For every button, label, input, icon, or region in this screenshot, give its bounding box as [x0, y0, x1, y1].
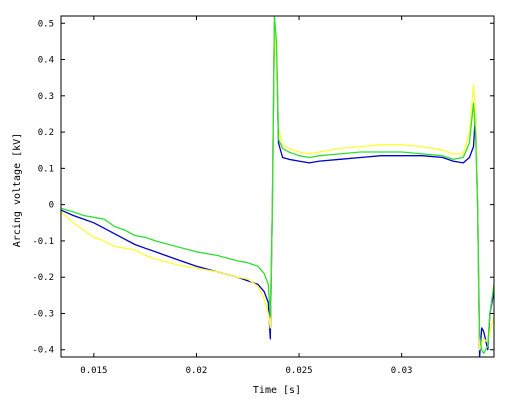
y-axis: 0.5 0.4 0.3 0.2 0.1 0 -0.1 -0.2 -0.3 -0.4 — [32, 19, 494, 356]
y-tick-label: 0.1 — [38, 164, 54, 174]
x-tick-label: 0.015 — [80, 366, 107, 376]
y-tick-label: -0.3 — [32, 309, 54, 319]
y-tick-label: -0.2 — [32, 273, 54, 283]
x-tick-label: 0.025 — [286, 366, 313, 376]
y-tick-label: 0.3 — [38, 92, 54, 102]
x-tick-label: 0.03 — [391, 366, 413, 376]
y-tick-label: 0.4 — [38, 56, 54, 66]
series-line-yellow — [61, 22, 494, 351]
y-tick-label: 0 — [49, 201, 54, 211]
series-line-green — [61, 16, 494, 355]
series-layer — [61, 16, 494, 357]
plot-frame — [60, 15, 495, 358]
x-axis-title: Time [s] — [253, 385, 301, 396]
x-tick-label: 0.02 — [186, 366, 208, 376]
y-tick-label: 0.2 — [38, 128, 54, 138]
x-axis: 0.015 0.02 0.025 0.03 — [80, 16, 412, 376]
y-axis-title: Arcing voltage [kV] — [12, 133, 23, 247]
y-tick-label: -0.1 — [32, 237, 54, 247]
y-tick-label: -0.4 — [32, 346, 54, 356]
series-line-blue — [61, 22, 494, 357]
y-tick-label: 0.5 — [38, 19, 54, 29]
